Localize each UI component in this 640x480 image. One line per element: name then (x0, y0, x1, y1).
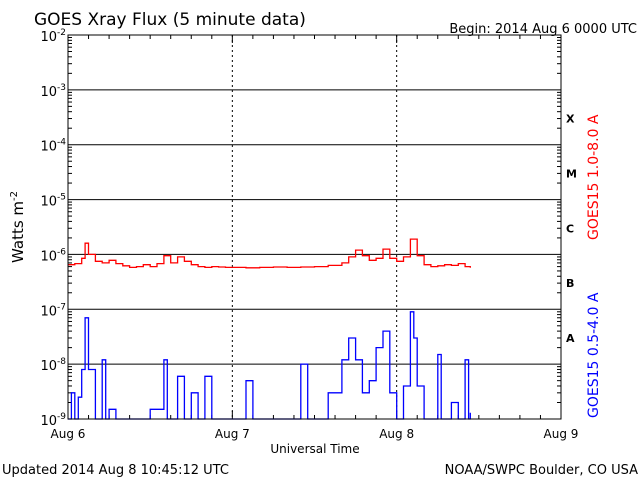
plot-grid (68, 35, 561, 419)
flare-class-label: X (566, 113, 575, 126)
series-line (68, 238, 471, 269)
legend-short-channel: GOES15 0.5-4.0 A (586, 292, 602, 418)
flare-class-labels: X M C B A (566, 113, 577, 345)
y-tick-label: 10-2 (40, 28, 66, 45)
chart-title: GOES Xray Flux (5 minute data) (34, 10, 306, 30)
flare-class-label: C (566, 222, 574, 235)
flare-class-label: M (566, 167, 577, 180)
y-tick-label: 10-3 (40, 83, 66, 100)
y-tick-label: 10-5 (40, 193, 66, 210)
x-tick-label: Aug 8 (379, 427, 414, 441)
x-axis-label: Universal Time (270, 442, 359, 456)
y-tick-label: 10-4 (40, 138, 66, 155)
y-tick-label: 10-8 (40, 357, 66, 374)
y-axis-label: Watts m-2 (9, 191, 27, 263)
plot-frame (67, 34, 562, 420)
begin-date: Begin: 2014 Aug 6 0000 UTC (449, 22, 637, 37)
x-tick-label: Aug 6 (51, 427, 86, 441)
x-tick-label: Aug 9 (544, 427, 579, 441)
x-tick-label: Aug 7 (215, 427, 250, 441)
legend-long-channel: GOES15 1.0-8.0 A (586, 114, 602, 240)
y-axis-ticks: 10-2 10-3 10-4 10-5 10-6 10-7 10-8 10-9 (40, 28, 561, 429)
y-tick-label: 10-6 (40, 247, 66, 264)
flare-class-label: B (566, 277, 574, 290)
y-tick-label: 10-7 (40, 302, 66, 319)
y-tick-label: 10-9 (40, 412, 66, 429)
credit-text: NOAA/SWPC Boulder, CO USA (445, 463, 638, 478)
flare-class-label: A (566, 332, 575, 345)
updated-timestamp: Updated 2014 Aug 8 10:45:12 UTC (2, 463, 229, 478)
